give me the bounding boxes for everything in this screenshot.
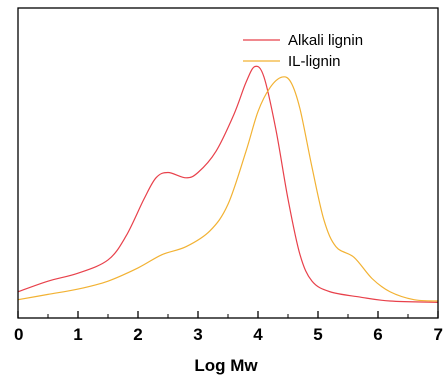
plot-frame [17, 7, 439, 319]
x-tick-label-2: 2 [133, 325, 142, 344]
x-tick-label-7: 7 [434, 325, 443, 344]
x-tick-label-5: 5 [313, 325, 322, 344]
axes-layer: 0 1 2 3 4 5 6 7 [14, 7, 443, 344]
x-tick-label-6: 6 [373, 325, 382, 344]
series-line-1 [17, 65, 439, 303]
x-axis-title: Log Mw [194, 356, 258, 375]
x-tick-label-4: 4 [253, 325, 263, 344]
legend-label-2: IL-lignin [288, 53, 341, 70]
series-layer [17, 65, 439, 303]
x-tick-label-1: 1 [73, 325, 82, 344]
legend-label-1: Alkali lignin [288, 32, 363, 49]
x-tick-label-0: 0 [14, 325, 23, 344]
legend: Alkali lignin IL-lignin [243, 32, 363, 70]
x-tick-label-3: 3 [193, 325, 202, 344]
series-line-2 [17, 76, 439, 302]
